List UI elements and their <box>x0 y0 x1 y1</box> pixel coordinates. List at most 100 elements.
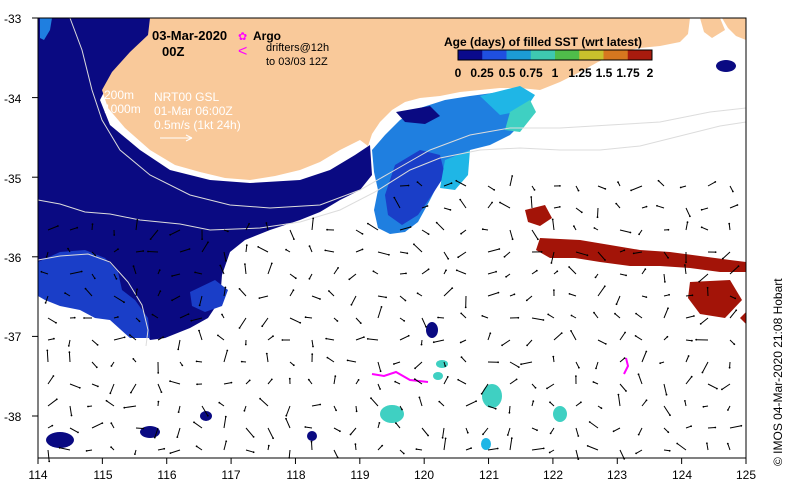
current-vector <box>157 448 165 451</box>
vector-scale-label: 0.5m/s (1kt 24h) <box>154 118 241 132</box>
current-vector-head <box>46 349 49 352</box>
current-vector <box>641 351 647 363</box>
current-vector-head <box>363 336 365 338</box>
current-vector <box>436 222 445 231</box>
current-vector-head <box>547 313 550 316</box>
sst-region-age-0.25-southwest <box>38 250 150 338</box>
current-vector-head <box>644 268 647 271</box>
current-vector-head <box>128 334 131 336</box>
current-vector-head <box>736 204 739 206</box>
current-vector <box>135 427 144 429</box>
current-vector <box>685 294 693 297</box>
current-vector-head <box>379 370 382 373</box>
current-vector-head <box>159 290 162 293</box>
current-vector <box>619 383 627 392</box>
current-vector <box>721 383 731 390</box>
current-vector-head <box>401 408 403 411</box>
current-vector-head <box>664 281 666 283</box>
current-vector <box>509 438 513 451</box>
current-vector-head <box>67 345 70 347</box>
current-vector <box>399 295 406 301</box>
sst-region-age-0.25-central <box>385 150 445 225</box>
current-vector-head <box>409 226 412 228</box>
current-vector <box>109 383 115 394</box>
current-vectors <box>40 175 743 463</box>
current-vector <box>223 382 232 385</box>
current-vector <box>130 383 137 393</box>
current-vector-head <box>614 312 616 315</box>
legend-color-swatch <box>627 50 653 60</box>
current-vector <box>443 182 452 187</box>
current-vector <box>348 273 357 280</box>
current-vector <box>597 207 599 218</box>
current-vector-head <box>350 303 353 306</box>
current-vector-head <box>44 302 47 304</box>
current-vector-head <box>105 399 108 402</box>
current-vector <box>663 273 666 282</box>
current-vector-head <box>520 363 522 366</box>
current-vector <box>568 266 577 275</box>
current-vector-head <box>638 233 640 236</box>
current-vector-head <box>177 411 180 413</box>
current-vector <box>589 421 599 429</box>
current-vector-head <box>689 215 691 218</box>
legend-tick-label: 0.25 <box>470 66 494 80</box>
current-vector-head <box>427 233 430 236</box>
current-vector-head <box>740 424 743 427</box>
current-vector-head <box>193 421 195 424</box>
current-vector <box>244 264 247 275</box>
current-vector-head <box>728 366 731 369</box>
current-vector-head <box>737 265 740 268</box>
current-vector <box>69 271 82 275</box>
current-vector <box>106 400 115 407</box>
current-vector <box>456 269 467 275</box>
current-vector-head <box>272 437 274 440</box>
current-vector <box>701 361 709 373</box>
current-vector-head <box>181 364 184 367</box>
current-vector-head <box>187 313 190 315</box>
current-vector-head <box>676 442 679 445</box>
current-vector-head <box>666 335 669 338</box>
current-vector <box>124 405 137 409</box>
current-vector <box>377 383 381 390</box>
current-vector <box>199 295 203 306</box>
current-vector <box>133 266 137 275</box>
current-vector <box>526 339 533 346</box>
current-vector-head <box>177 348 180 351</box>
current-vector-head <box>357 379 360 381</box>
current-vector-head <box>285 414 288 417</box>
current-vector <box>399 335 409 341</box>
current-vector-head <box>48 460 51 463</box>
current-vector-head <box>700 226 703 229</box>
current-vector-head <box>438 400 441 403</box>
current-vector-head <box>393 363 395 365</box>
current-vector-head <box>593 311 595 314</box>
x-axis-tick-label: 123 <box>606 468 628 482</box>
current-vector-head <box>294 277 297 280</box>
current-vector <box>707 383 718 390</box>
current-vector <box>289 273 297 279</box>
current-vector-head <box>407 184 410 187</box>
current-vector <box>684 264 687 275</box>
current-vector-head <box>87 405 89 408</box>
sst-region-age-2-se-patch <box>688 280 742 318</box>
x-axis-tick-label: 118 <box>286 468 306 482</box>
current-vector-head <box>195 445 198 448</box>
current-vector <box>223 416 227 429</box>
current-vector-head <box>446 376 449 378</box>
current-vector <box>285 405 291 416</box>
current-vector-head <box>665 393 668 396</box>
sst-blob-age-1 <box>433 372 443 380</box>
current-vector <box>223 350 228 363</box>
current-vector-head <box>136 288 139 291</box>
current-vector-head <box>312 217 315 220</box>
current-vector <box>395 422 401 429</box>
current-vector-head <box>558 206 561 208</box>
current-vector-head <box>221 313 223 316</box>
current-vector <box>217 335 225 341</box>
x-axis-tick-label: 120 <box>413 468 435 482</box>
current-vector-head <box>68 351 71 354</box>
current-vector <box>355 317 362 324</box>
argo-legend-label: Argo <box>253 29 281 43</box>
current-vector-head <box>542 319 545 321</box>
